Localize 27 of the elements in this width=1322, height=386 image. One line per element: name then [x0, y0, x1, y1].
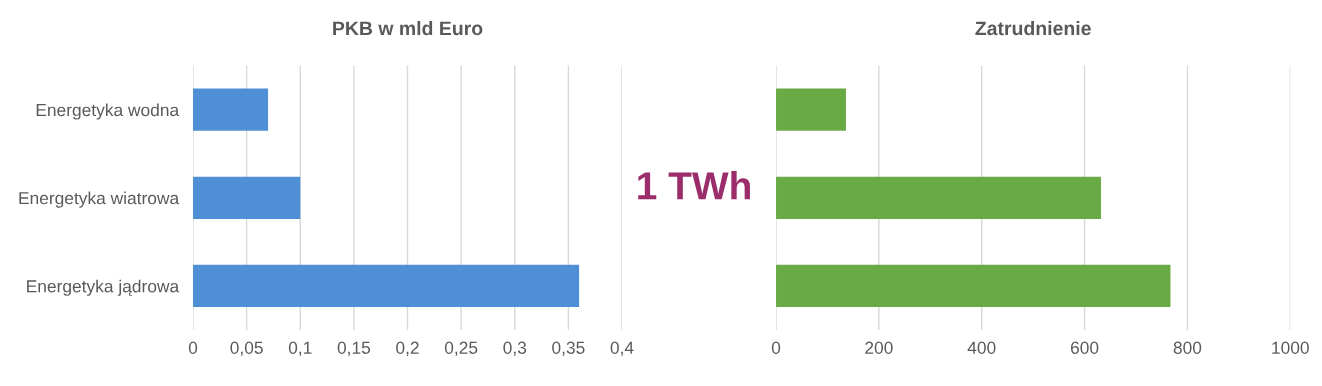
chart-title: PKB w mld Euro [333, 20, 483, 36]
y-tick-label: Energetyka wodna [36, 103, 180, 120]
bar [193, 176, 301, 219]
bar [193, 88, 269, 131]
bar [776, 264, 1171, 308]
y-tick-label: Energetyka wiatrowa [19, 191, 180, 208]
bar [193, 264, 580, 308]
text: 1 TWh [638, 171, 750, 200]
x-tick-label: 0,1 [288, 341, 312, 356]
bar [776, 176, 1102, 219]
x-tick-label: 0 [771, 341, 781, 354]
x-tick-label: 0 [188, 341, 198, 354]
chart-title: Zatrudnienie [975, 20, 1091, 36]
bar [776, 88, 846, 131]
y-tick-label: Energetyka jądrowa [27, 279, 180, 296]
x-tick-label: 0,05 [230, 341, 263, 356]
x-tick-label: 800 [1173, 341, 1202, 354]
x-tick-label: 600 [1070, 341, 1099, 354]
x-tick-label: 0,3 [503, 341, 527, 356]
x-tick-label: 0,25 [444, 341, 478, 356]
x-tick-label: 200 [865, 341, 893, 354]
x-tick-label: 400 [967, 341, 996, 354]
x-tick-label: 1000 [1272, 341, 1309, 354]
x-tick-label: 0,35 [552, 341, 585, 356]
x-tick-label: 0,15 [337, 341, 371, 356]
x-tick-label: 0,2 [396, 341, 419, 356]
x-tick-label: 0,4 [610, 341, 634, 356]
